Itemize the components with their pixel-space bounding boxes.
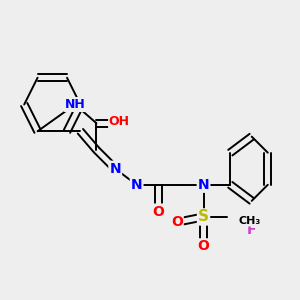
Text: N: N xyxy=(110,162,121,176)
Text: CH₃: CH₃ xyxy=(238,216,261,226)
Text: NH: NH xyxy=(65,98,85,111)
Text: O: O xyxy=(171,215,183,229)
Text: O: O xyxy=(152,205,164,219)
Text: F: F xyxy=(247,223,256,237)
Text: OH: OH xyxy=(109,116,130,128)
Text: S: S xyxy=(198,209,209,224)
Text: N: N xyxy=(198,178,209,192)
Text: O: O xyxy=(116,116,128,130)
Text: O: O xyxy=(198,239,209,254)
Text: N: N xyxy=(131,178,142,192)
